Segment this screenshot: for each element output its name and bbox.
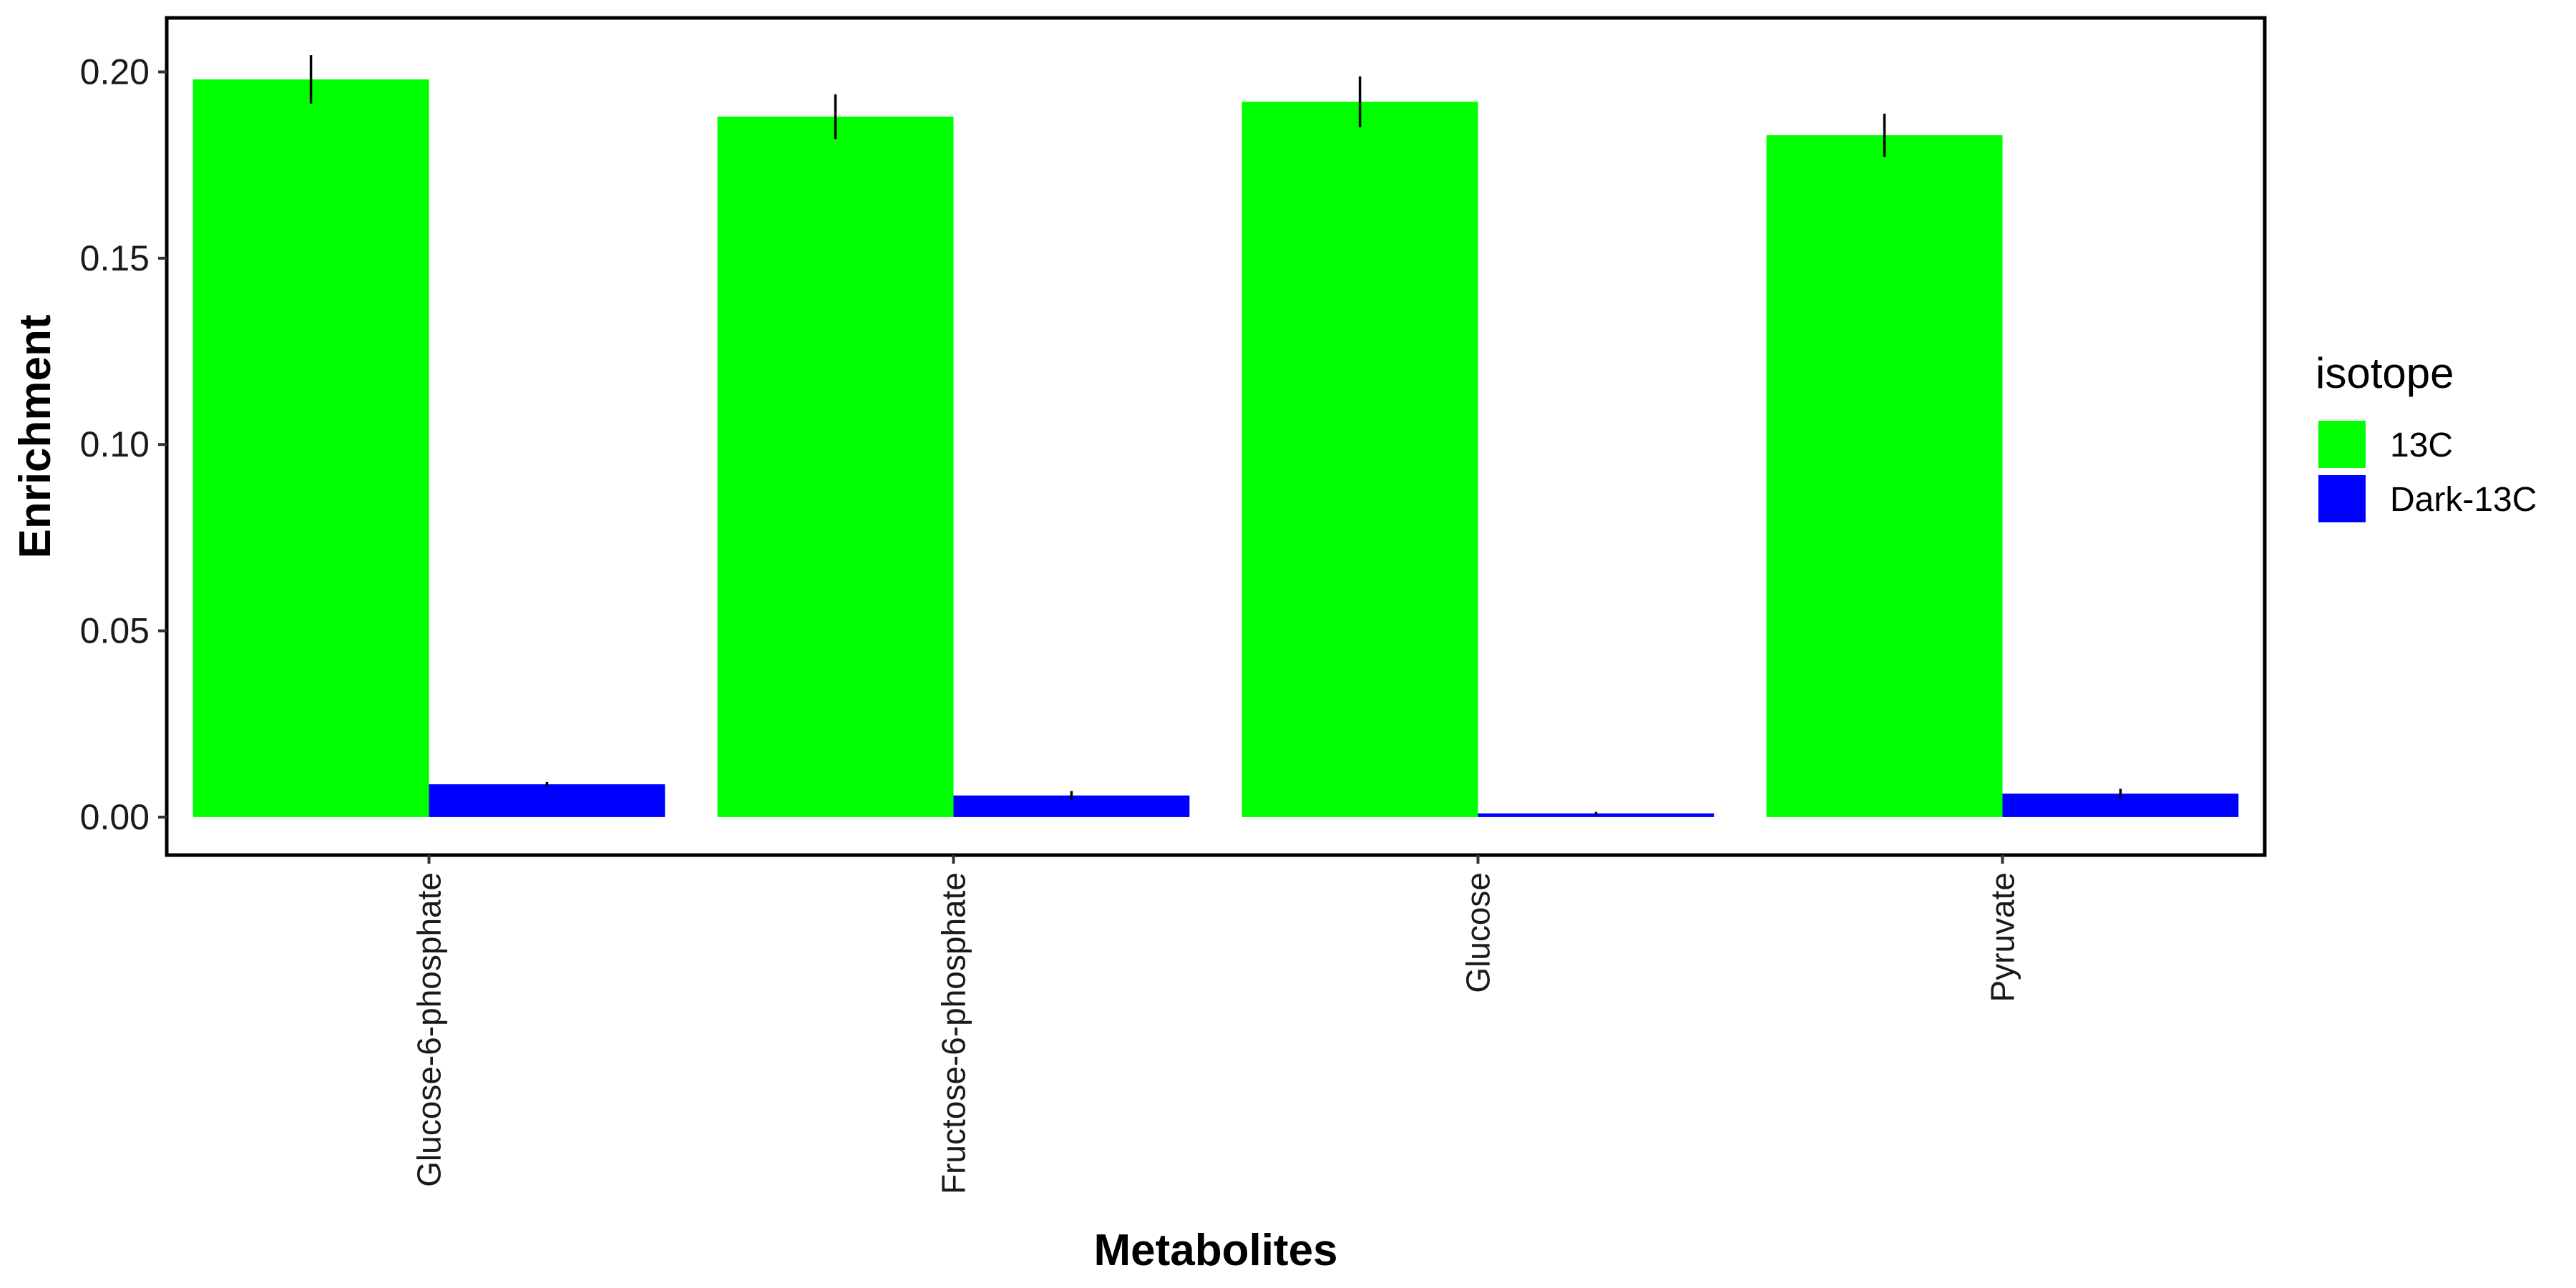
legend-key-13c bbox=[2318, 421, 2366, 468]
y-axis-title: Enrichment bbox=[11, 314, 60, 558]
x-tick-label: Pyruvate bbox=[1984, 872, 2021, 1002]
bar-dark-13c-2 bbox=[1478, 813, 1714, 817]
bar-13c-2 bbox=[1241, 102, 1478, 817]
legend-key-dark-13c bbox=[2318, 475, 2366, 522]
errorbars-layer bbox=[309, 55, 2122, 815]
y-axis: 0.00 0.05 0.10 0.15 0.20 bbox=[80, 52, 167, 837]
x-tick-label: Glucose bbox=[1460, 872, 1497, 993]
bar-13c-1 bbox=[717, 116, 954, 817]
bar-dark-13c-0 bbox=[429, 784, 665, 817]
legend: isotope 13C Dark-13C bbox=[2316, 349, 2537, 522]
y-tick-label: 0.15 bbox=[80, 238, 150, 278]
bar-13c-3 bbox=[1766, 135, 2003, 817]
legend-label: Dark-13C bbox=[2390, 481, 2537, 519]
x-tick-label: Glucose-6-phosphate bbox=[411, 872, 448, 1187]
y-tick-label: 0.20 bbox=[80, 52, 150, 92]
bar-13c-0 bbox=[192, 79, 429, 817]
bars-layer bbox=[192, 79, 2239, 817]
y-tick-label: 0.05 bbox=[80, 611, 150, 651]
legend-label: 13C bbox=[2390, 426, 2453, 464]
x-tick-label: Fructose-6-phosphate bbox=[935, 872, 972, 1194]
x-axis: Glucose-6-phosphate Fructose-6-phosphate G… bbox=[411, 855, 2021, 1194]
y-tick-label: 0.00 bbox=[80, 797, 150, 837]
plot-panel-border bbox=[165, 16, 2267, 857]
y-tick-label: 0.10 bbox=[80, 424, 150, 464]
legend-title: isotope bbox=[2316, 349, 2454, 397]
x-axis-title: Metabolites bbox=[1093, 1226, 1337, 1275]
